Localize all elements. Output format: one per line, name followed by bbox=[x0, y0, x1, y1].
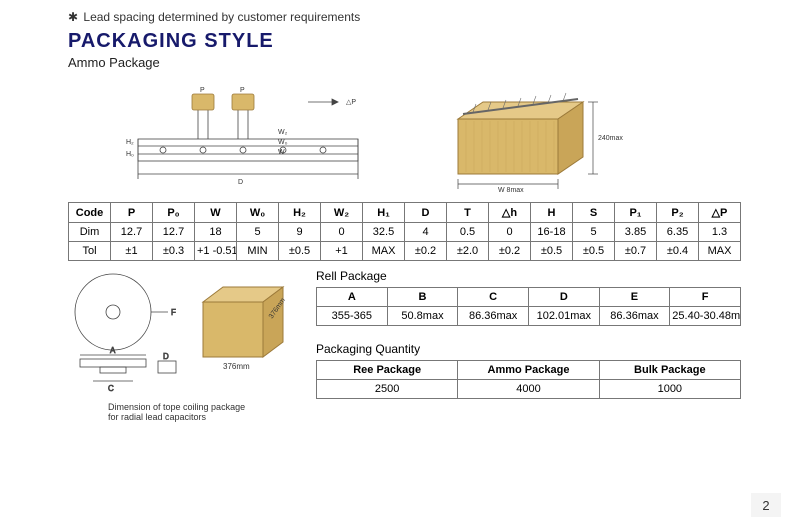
table-header: H₂ bbox=[279, 203, 321, 223]
table-header: F bbox=[670, 288, 741, 307]
ammo-package-subhead: Ammo Package bbox=[68, 55, 741, 70]
table-cell: Dim bbox=[69, 223, 111, 242]
table-cell: 1.3 bbox=[699, 223, 741, 242]
svg-text:W: W bbox=[278, 149, 285, 156]
box-width-label: 376mm bbox=[223, 362, 250, 371]
dim-caption-1: Dimension of tope coiling package bbox=[108, 402, 298, 412]
table-header: A bbox=[317, 288, 388, 307]
table-header: H₁ bbox=[363, 203, 405, 223]
table-cell: MIN bbox=[237, 242, 279, 261]
svg-text:F: F bbox=[171, 308, 176, 317]
table-cell: 9 bbox=[279, 223, 321, 242]
table-header: D bbox=[528, 288, 599, 307]
table-cell: ±2.0 bbox=[447, 242, 489, 261]
packaging-qty-table: Ree PackageAmmo PackageBulk Package 2500… bbox=[316, 360, 741, 399]
table-cell: ±1 bbox=[111, 242, 153, 261]
table-cell: MAX bbox=[699, 242, 741, 261]
svg-text:C: C bbox=[108, 384, 114, 393]
table-cell: ±0.5 bbox=[573, 242, 615, 261]
table-header: W bbox=[195, 203, 237, 223]
table-cell: 4 bbox=[405, 223, 447, 242]
table-header: P₂ bbox=[657, 203, 699, 223]
table-cell: 32.5 bbox=[363, 223, 405, 242]
table-header: W₀ bbox=[237, 203, 279, 223]
table-cell: 1000 bbox=[599, 380, 740, 399]
table-cell: 2500 bbox=[317, 380, 458, 399]
table-header: Ammo Package bbox=[458, 361, 599, 380]
table-cell: 12.7 bbox=[111, 223, 153, 242]
table-cell: MAX bbox=[363, 242, 405, 261]
table-header: △h bbox=[489, 203, 531, 223]
packaging-qty-label: Packaging Quantity bbox=[316, 342, 741, 356]
table-cell: 86.36max bbox=[599, 307, 670, 326]
svg-text:A: A bbox=[110, 346, 116, 355]
packaging-style-heading: PACKAGING STYLE bbox=[68, 30, 741, 53]
table-cell: 86.36max bbox=[458, 307, 529, 326]
svg-text:W₀: W₀ bbox=[278, 139, 288, 146]
table-header: Code bbox=[69, 203, 111, 223]
table-header: C bbox=[458, 288, 529, 307]
table-cell: ±0.2 bbox=[405, 242, 447, 261]
table-cell: ±0.2 bbox=[489, 242, 531, 261]
table-cell: 25.40-30.48max bbox=[670, 307, 741, 326]
table-header: D bbox=[405, 203, 447, 223]
svg-text:D: D bbox=[163, 352, 169, 361]
table-cell: 12.7 bbox=[153, 223, 195, 242]
table-cell: 355-365 bbox=[317, 307, 388, 326]
rell-package-table: ABCDEF 355-36550.8max86.36max102.01max86… bbox=[316, 287, 741, 326]
ammo-tape-diagram: P P △P H₂ H₀ W₂ W₀ W D bbox=[108, 84, 378, 194]
svg-text:W 8max: W 8max bbox=[498, 187, 524, 194]
table-header: P₀ bbox=[153, 203, 195, 223]
table-cell: ±0.5 bbox=[531, 242, 573, 261]
rell-package-label: Rell Package bbox=[316, 269, 741, 283]
table-header: P₁ bbox=[615, 203, 657, 223]
table-cell: ±0.4 bbox=[657, 242, 699, 261]
table-cell: 18 bbox=[195, 223, 237, 242]
table-cell: 0 bbox=[321, 223, 363, 242]
ammo-dimensions-table: CodePP₀WW₀H₂W₂H₁DT△hHSP₁P₂△P Dim12.712.7… bbox=[68, 202, 741, 261]
table-header: P bbox=[111, 203, 153, 223]
svg-text:P: P bbox=[200, 87, 205, 94]
table-header: △P bbox=[699, 203, 741, 223]
table-cell: +1 bbox=[321, 242, 363, 261]
svg-text:△P: △P bbox=[346, 99, 356, 106]
svg-text:D: D bbox=[238, 179, 243, 186]
table-cell: 5 bbox=[237, 223, 279, 242]
table-header: B bbox=[387, 288, 458, 307]
table-header: T bbox=[447, 203, 489, 223]
svg-text:W₂: W₂ bbox=[278, 129, 288, 136]
lead-spacing-note: Lead spacing determined by customer requ… bbox=[68, 10, 741, 24]
table-cell: 0.5 bbox=[447, 223, 489, 242]
table-cell: ±0.3 bbox=[153, 242, 195, 261]
table-cell: Tol bbox=[69, 242, 111, 261]
table-header: H bbox=[531, 203, 573, 223]
table-cell: 6.35 bbox=[657, 223, 699, 242]
table-header: S bbox=[573, 203, 615, 223]
table-cell: 16-18 bbox=[531, 223, 573, 242]
ammo-box-diagram: 240max W 8max bbox=[438, 74, 638, 194]
reel-and-box-diagram: F A C D 376mm 376mm bbox=[68, 267, 298, 397]
table-header: Ree Package bbox=[317, 361, 458, 380]
table-header: E bbox=[599, 288, 670, 307]
table-cell: 0 bbox=[489, 223, 531, 242]
table-cell: 102.01max bbox=[528, 307, 599, 326]
box-height-label: 240max bbox=[598, 135, 623, 142]
svg-text:P: P bbox=[240, 87, 245, 94]
table-cell: 3.85 bbox=[615, 223, 657, 242]
table-cell: 50.8max bbox=[387, 307, 458, 326]
table-cell: +1 -0.51 bbox=[195, 242, 237, 261]
page-number: 2 bbox=[751, 493, 781, 517]
svg-text:H₀: H₀ bbox=[126, 151, 134, 158]
table-header: Bulk Package bbox=[599, 361, 740, 380]
table-cell: ±0.5 bbox=[279, 242, 321, 261]
dim-caption-2: for radial lead capacitors bbox=[108, 412, 298, 422]
table-cell: 5 bbox=[573, 223, 615, 242]
svg-text:H₂: H₂ bbox=[126, 139, 134, 146]
table-header: W₂ bbox=[321, 203, 363, 223]
table-cell: 4000 bbox=[458, 380, 599, 399]
table-cell: ±0.7 bbox=[615, 242, 657, 261]
